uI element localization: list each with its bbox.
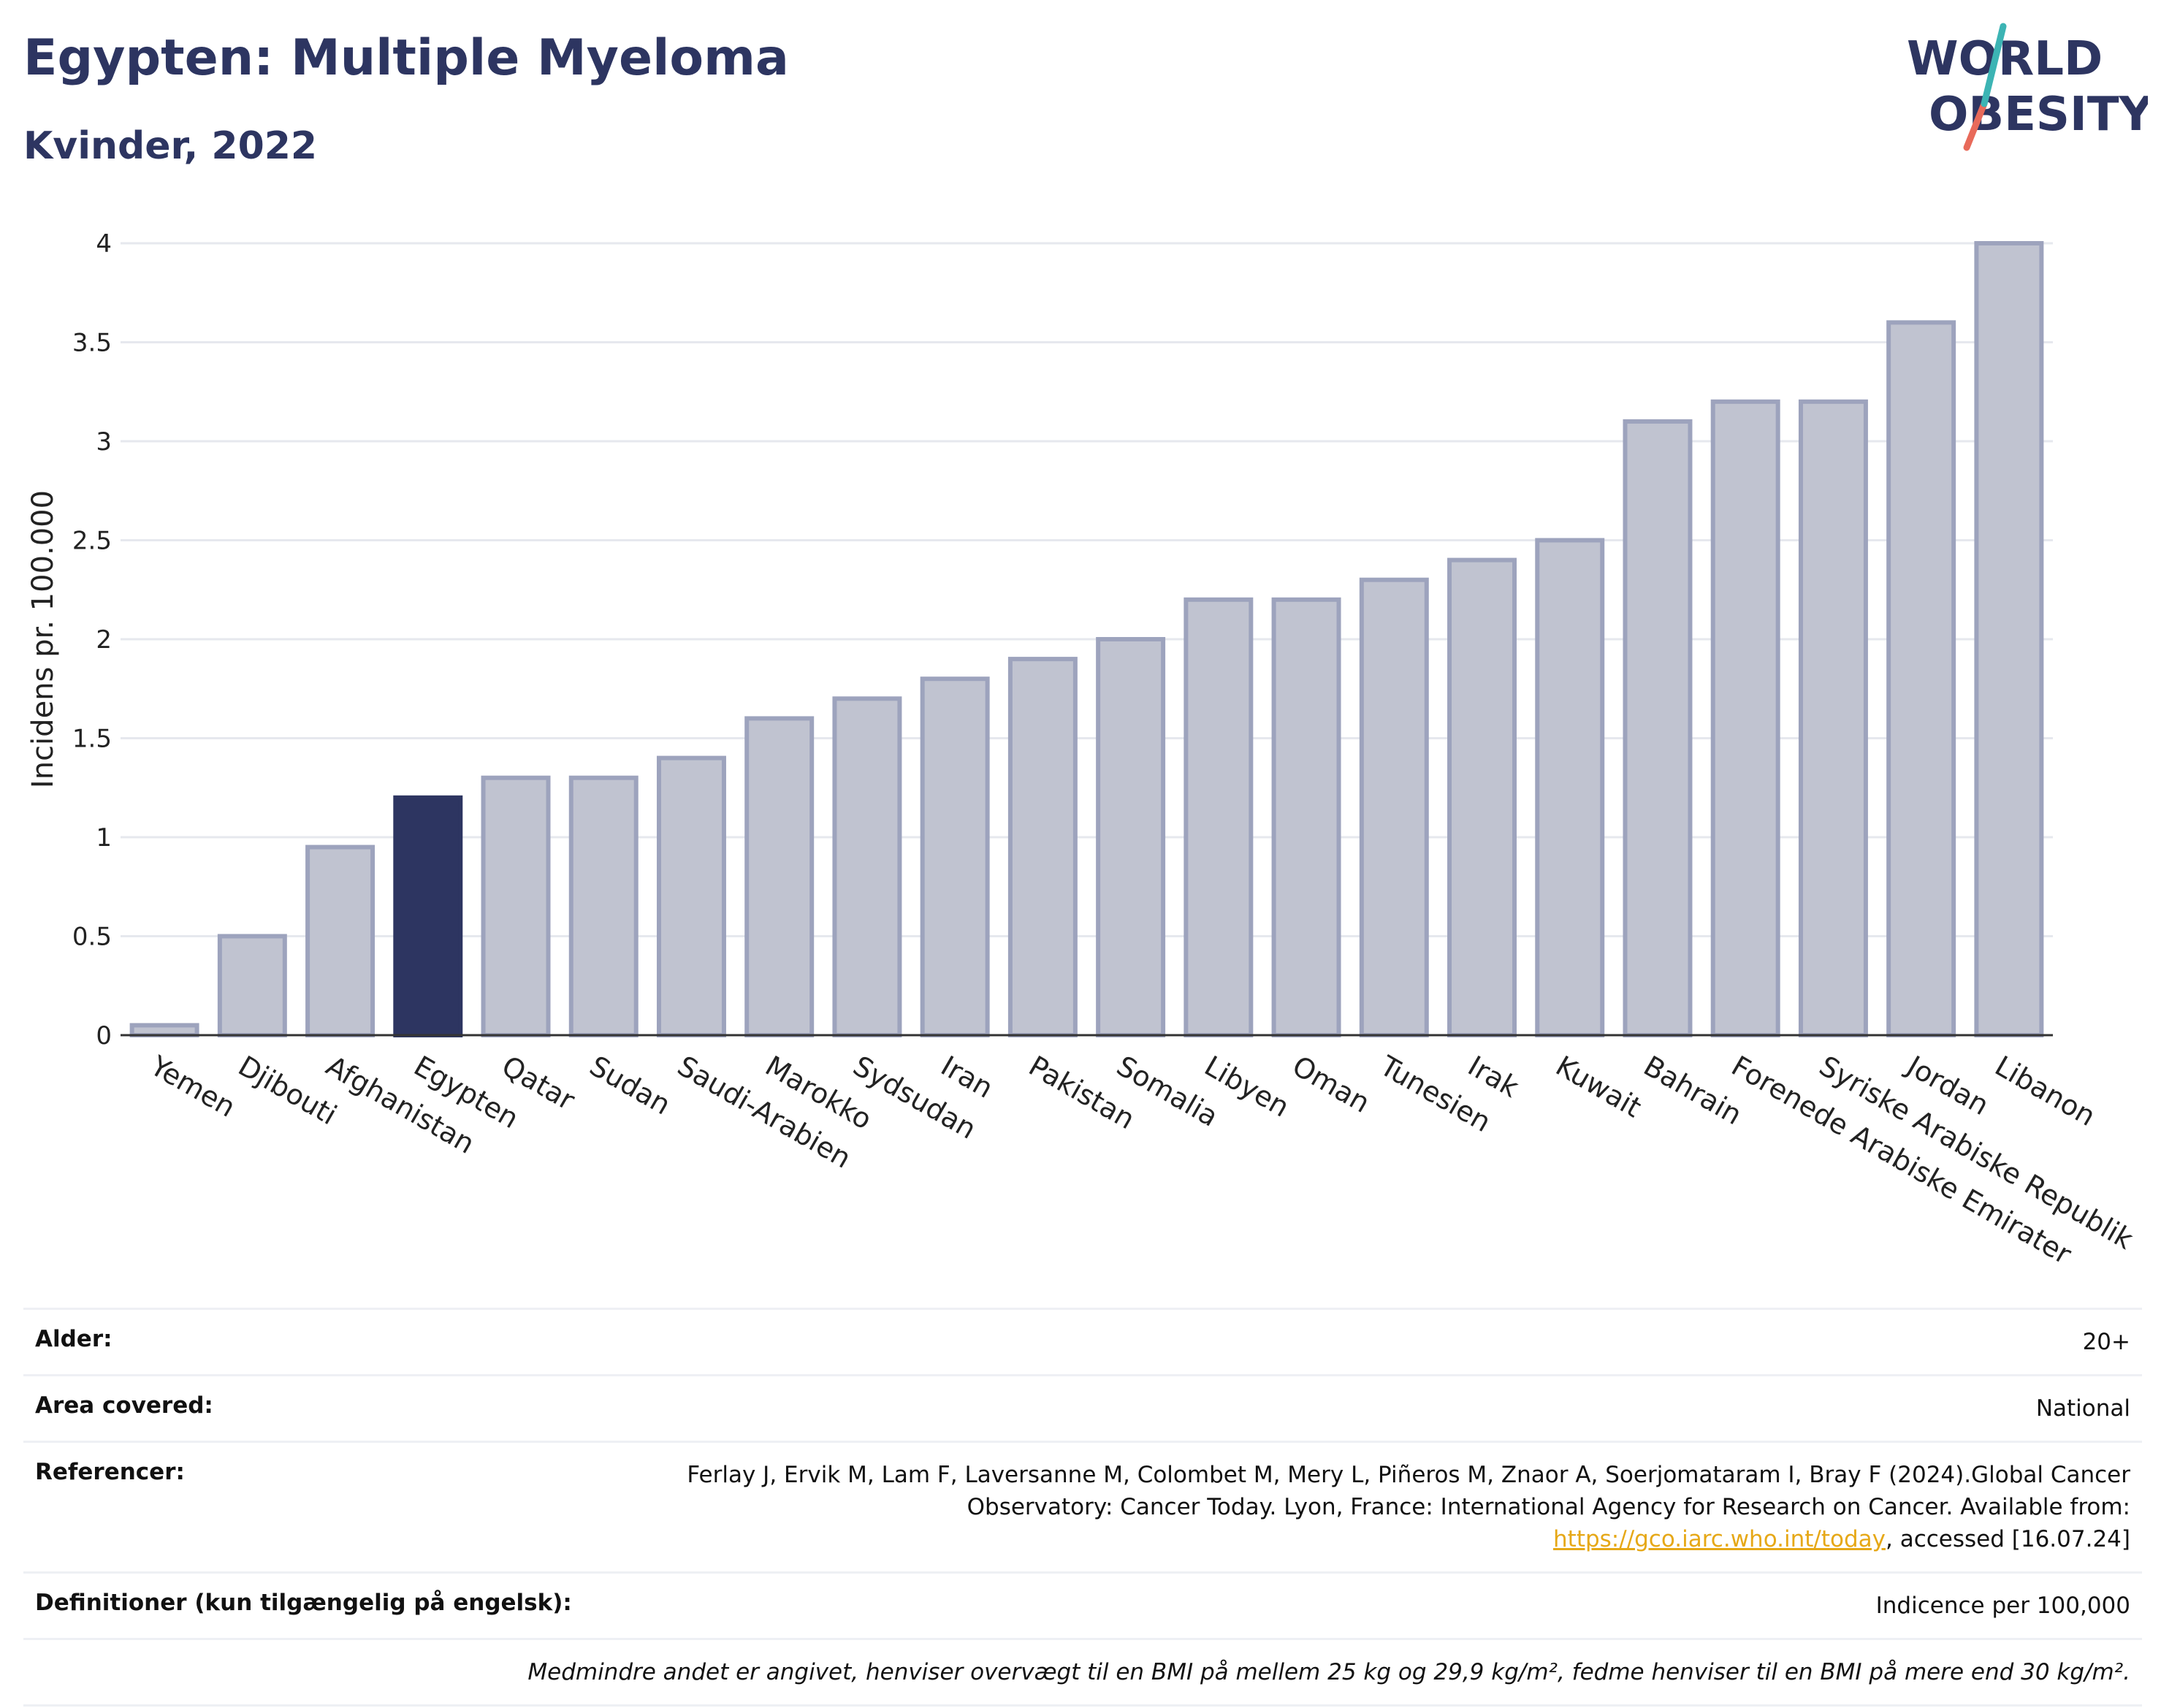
y-tick-label: 1 xyxy=(96,823,112,853)
bar xyxy=(1623,419,1693,1037)
y-tick-label: 4 xyxy=(96,229,112,259)
meta-row-age: Alder: 20+ xyxy=(23,1308,2142,1374)
meta-key: Area covered: xyxy=(35,1392,213,1419)
bar xyxy=(832,696,902,1037)
reference-link[interactable]: https://gco.iarc.who.int/today xyxy=(1553,1526,1886,1552)
meta-key: Alder: xyxy=(35,1326,113,1352)
bar xyxy=(1710,399,1780,1037)
logo-line2: OBESITY xyxy=(1929,88,2148,142)
metadata-table: Alder: 20+ Area covered: National Refere… xyxy=(23,1308,2142,1707)
meta-row-area: Area covered: National xyxy=(23,1374,2142,1441)
bar xyxy=(481,775,551,1037)
meta-row-definitions: Definitioner (kun tilgængelig på engelsk… xyxy=(23,1571,2142,1638)
bar-chart: 00.511.522.533.54YemenDjiboutiAfghanista… xyxy=(26,229,2138,1270)
bar xyxy=(217,934,287,1037)
page-subtitle: Kvinder, 2022 xyxy=(23,124,318,168)
y-tick-label: 2.5 xyxy=(72,527,112,556)
bar xyxy=(568,775,639,1037)
meta-key: Referencer: xyxy=(35,1459,185,1485)
bar xyxy=(1798,399,1868,1037)
bar xyxy=(1447,557,1517,1037)
bar xyxy=(1007,657,1078,1037)
reference-accessed: , accessed [16.07.24] xyxy=(1885,1526,2130,1552)
x-tick-label: Bahrain xyxy=(1638,1050,1747,1132)
logo-line1: WORLD xyxy=(1907,32,2103,86)
meta-value: Ferlay J, Ervik M, Lam F, Laversanne M, … xyxy=(633,1459,2130,1555)
bar xyxy=(1096,637,1166,1037)
x-tick-label: Oman xyxy=(1287,1050,1376,1119)
bar xyxy=(920,676,990,1037)
y-tick-label: 3 xyxy=(96,427,112,457)
y-axis-label: Incidens pr. 100.000 xyxy=(26,490,60,788)
meta-key: Definitioner (kun tilgængelig på engelsk… xyxy=(35,1590,572,1616)
bar xyxy=(393,795,463,1038)
x-tick-label: Yemen xyxy=(145,1049,241,1124)
meta-value: 20+ xyxy=(2082,1329,2130,1355)
bar xyxy=(1535,538,1605,1037)
x-tick-label: Sudan xyxy=(584,1050,676,1121)
page-title: Egypten: Multiple Myeloma xyxy=(23,29,789,87)
world-obesity-logo: WORLD OBESITY xyxy=(1907,23,2148,151)
x-tick-label: Kuwait xyxy=(1550,1050,1647,1124)
logo-slash-teal xyxy=(1981,23,2007,107)
footnote: Medmindre andet er angivet, henviser ove… xyxy=(527,1659,2130,1685)
y-tick-label: 0 xyxy=(96,1021,112,1051)
logo-slash-red xyxy=(1963,100,1988,151)
bar xyxy=(129,1023,199,1037)
bar xyxy=(656,755,726,1037)
bar xyxy=(1271,597,1341,1037)
bar xyxy=(744,716,815,1038)
meta-row-note: Medmindre andet er angivet, henviser ove… xyxy=(23,1638,2142,1707)
bar xyxy=(1886,320,1956,1037)
meta-value: Indicence per 100,000 xyxy=(1875,1593,2130,1619)
bar xyxy=(1359,577,1429,1037)
meta-value: National xyxy=(2035,1395,2130,1422)
x-tick-label: Libanon xyxy=(1989,1050,2100,1132)
meta-row-references: Referencer: Ferlay J, Ervik M, Lam F, La… xyxy=(23,1441,2142,1571)
reference-text: Ferlay J, Ervik M, Lam F, Laversanne M, … xyxy=(687,1462,2130,1520)
y-tick-label: 3.5 xyxy=(72,329,112,358)
y-tick-label: 1.5 xyxy=(72,725,112,754)
bar xyxy=(305,845,376,1038)
y-tick-label: 0.5 xyxy=(72,923,112,952)
y-tick-label: 2 xyxy=(96,625,112,655)
x-tick-label: Djibouti xyxy=(233,1050,343,1132)
bar xyxy=(1974,241,2044,1037)
bar xyxy=(1184,597,1254,1037)
